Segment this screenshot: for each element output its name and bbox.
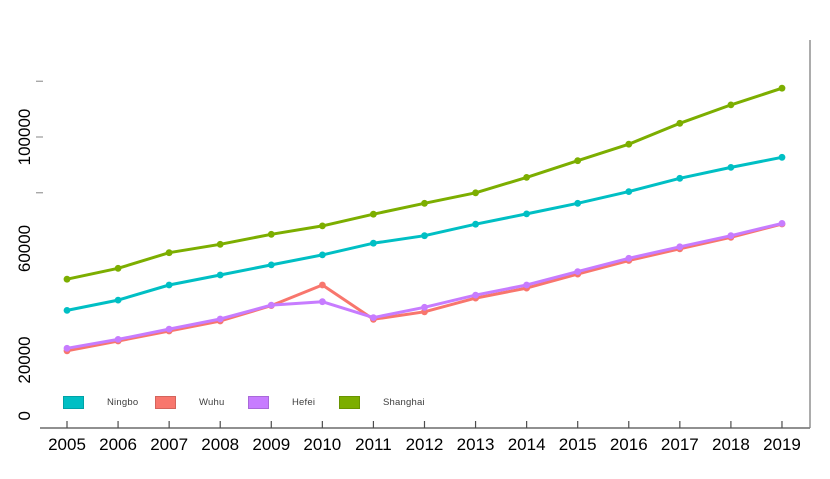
data-point: [370, 210, 377, 218]
data-point: [574, 199, 582, 207]
x-tick-label: 2011: [355, 435, 392, 454]
data-point: [216, 240, 224, 248]
data-point: [472, 220, 479, 228]
y-tick-label: 20000: [15, 336, 34, 383]
x-tick-label: 2010: [303, 435, 341, 454]
data-point: [574, 157, 582, 165]
data-point: [778, 220, 786, 227]
x-tick-label: 2007: [150, 435, 188, 454]
legend-item-ningbo: Ningbo: [63, 396, 138, 409]
data-point: [625, 140, 633, 148]
data-point: [319, 222, 326, 230]
x-tick-label: 2019: [763, 435, 801, 454]
x-tick-label: 2013: [457, 435, 495, 454]
data-point: [267, 230, 275, 238]
chart-legend: Ningbo Wuhu Hefei Shanghai: [0, 396, 830, 414]
data-point: [727, 232, 735, 240]
x-tick-label: 2012: [406, 435, 444, 454]
x-tick-label: 2008: [201, 435, 239, 454]
legend-label-wuhu: Wuhu: [199, 397, 225, 408]
data-point: [114, 336, 122, 343]
data-point: [114, 264, 122, 272]
axes: 2005 2006 2007 2008 2009 2010 2011 2012 2013 2014…: [15, 40, 811, 454]
data-point: [727, 101, 735, 109]
legend-swatch-wuhu: [155, 396, 176, 409]
data-point: [63, 275, 71, 283]
data-point: [63, 344, 71, 352]
series-shanghai: [63, 84, 786, 283]
legend-item-hefei: Hefei: [248, 396, 315, 409]
x-tick-label: 2017: [661, 435, 699, 454]
data-point: [267, 301, 275, 309]
series-ningbo: [63, 153, 786, 314]
legend-swatch-shanghai: [339, 396, 360, 409]
legend-swatch-hefei: [248, 396, 269, 409]
data-point: [523, 174, 530, 181]
data-point: [472, 291, 479, 299]
x-tick-label: 2016: [610, 435, 648, 454]
data-point: [472, 189, 479, 197]
legend-item-wuhu: Wuhu: [155, 396, 224, 409]
data-point: [523, 210, 530, 218]
data-point: [421, 303, 428, 311]
data-point: [421, 199, 428, 207]
y-tick-label: 100000: [15, 109, 34, 166]
series-wuhu: [63, 220, 786, 355]
data-point: [165, 249, 173, 257]
x-tick-label: 2014: [508, 435, 546, 454]
x-tick-label: 2006: [99, 435, 137, 454]
data-point: [676, 119, 684, 127]
data-point: [421, 232, 428, 240]
data-point: [778, 153, 786, 161]
legend-label-ningbo: Ningbo: [107, 397, 139, 408]
data-point: [216, 271, 224, 279]
series-hefei: [63, 220, 786, 352]
data-point: [523, 281, 530, 289]
data-point: [165, 325, 173, 333]
x-tick-label: 2015: [559, 435, 597, 454]
data-point: [63, 307, 71, 314]
data-point: [319, 251, 326, 259]
data-point: [574, 268, 582, 275]
legend-label-shanghai: Shanghai: [383, 397, 425, 408]
data-point: [778, 84, 786, 92]
x-tick-label: 2018: [712, 435, 750, 454]
y-tick-label: 0: [15, 411, 34, 420]
legend-item-shanghai: Shanghai: [339, 396, 425, 409]
data-point: [165, 281, 173, 289]
x-tick-label: 2009: [252, 435, 290, 454]
legend-swatch-ningbo: [63, 396, 84, 409]
data-point: [114, 296, 122, 304]
y-tick-label: 60000: [15, 225, 34, 272]
data-point: [625, 254, 633, 262]
legend-label-hefei: Hefei: [292, 397, 316, 408]
data-point: [625, 188, 633, 196]
data-point: [267, 261, 275, 269]
x-tick-label: 2005: [48, 435, 86, 454]
data-point: [370, 314, 377, 321]
data-point: [727, 164, 735, 171]
data-point: [370, 239, 377, 247]
data-point: [676, 243, 684, 251]
data-point: [319, 281, 326, 289]
data-point: [216, 315, 224, 323]
data-point: [676, 174, 684, 182]
data-point: [319, 298, 326, 306]
series-line: [65, 222, 784, 353]
series-line: [65, 221, 784, 350]
